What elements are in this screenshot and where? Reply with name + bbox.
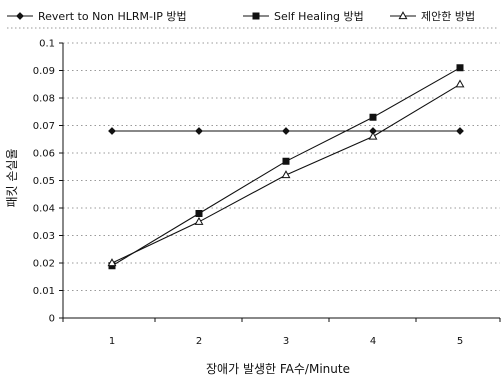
data-point xyxy=(107,258,117,267)
y-tick-labels: 0 0.01 0.02 0.03 0.04 0.05 0.06 0.07 0.08 0.09 0.1 xyxy=(33,39,55,325)
y-tick-label: 0.04 xyxy=(33,204,55,215)
data-point xyxy=(194,216,204,225)
series-group xyxy=(107,64,465,270)
legend-marker xyxy=(16,12,24,20)
axes xyxy=(59,42,501,322)
y-tick-label: 0.08 xyxy=(33,94,55,105)
data-point xyxy=(281,170,291,179)
x-tick-label: 3 xyxy=(283,336,289,347)
data-point xyxy=(456,64,464,72)
legend: Revert to Non HLRM-IP 방법 Self Healing 방법 제… xyxy=(7,10,499,29)
legend-item: 제안한 방법 xyxy=(390,10,475,23)
data-point xyxy=(282,157,290,165)
legend-marker xyxy=(252,12,260,20)
grid xyxy=(63,42,500,291)
x-tick-label: 2 xyxy=(196,336,202,347)
series-2 xyxy=(108,64,464,270)
data-point xyxy=(282,127,290,135)
legend-label: Revert to Non HLRM-IP 방법 xyxy=(38,10,187,23)
y-tick-label: 0 xyxy=(49,314,55,325)
y-tick-label: 0.03 xyxy=(33,231,55,242)
data-point xyxy=(195,210,203,217)
data-point xyxy=(369,113,377,121)
data-point xyxy=(455,79,465,88)
legend-item: Revert to Non HLRM-IP 방법 xyxy=(7,10,187,23)
x-tick-labels: 1 2 3 4 5 xyxy=(109,336,463,347)
x-tick-label: 5 xyxy=(457,336,463,347)
legend-label: 제안한 방법 xyxy=(421,10,475,23)
data-point xyxy=(195,127,203,135)
y-tick-label: 0.07 xyxy=(33,121,55,132)
y-axis-title: 패킷 손실율 xyxy=(5,148,19,207)
y-tick-label: 0.09 xyxy=(33,66,55,77)
legend-marker xyxy=(398,11,408,20)
series-1 xyxy=(108,127,464,135)
y-tick-label: 0.06 xyxy=(33,149,55,160)
x-tick-label: 4 xyxy=(370,336,376,347)
y-tick-label: 0.02 xyxy=(33,259,55,270)
series-3 xyxy=(107,79,465,267)
x-axis-title: 장애가 발생한 FA수/Minute xyxy=(206,362,350,376)
series-line xyxy=(111,67,461,267)
y-tick-label: 0.05 xyxy=(33,176,55,187)
y-tick-label: 0.1 xyxy=(39,39,55,50)
data-point xyxy=(368,131,378,140)
data-point xyxy=(108,127,116,135)
y-tick-label: 0.01 xyxy=(33,286,55,297)
legend-item: Self Healing 방법 xyxy=(243,10,364,23)
legend-label: Self Healing 방법 xyxy=(274,10,364,23)
data-point xyxy=(456,127,464,135)
x-tick-label: 1 xyxy=(109,336,115,347)
